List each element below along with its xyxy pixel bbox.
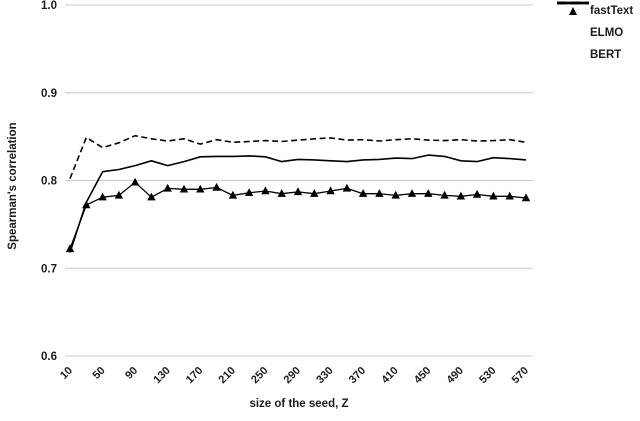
legend-label: fastText: [590, 5, 634, 17]
legend-label: BERT: [590, 49, 622, 61]
legend: fastText ELMO BERT: [556, 0, 640, 66]
x-tick-label: 210: [217, 365, 238, 386]
y-tick-label: 0.6: [41, 351, 57, 363]
x-tick-label: 530: [477, 365, 498, 386]
legend-item-bert: BERT: [556, 1, 640, 66]
y-tick-label: 0.7: [41, 263, 57, 275]
x-tick-label: 490: [445, 365, 466, 386]
x-tick-label: 10: [58, 365, 75, 382]
x-tick-label: 410: [379, 365, 400, 386]
y-tick-label: 1.0: [41, 0, 57, 12]
x-axis-title: size of the seed, Z: [249, 398, 349, 410]
x-tick-label: 370: [347, 365, 368, 386]
x-tick-label: 90: [123, 365, 140, 382]
legend-label: ELMO: [590, 27, 624, 39]
legend-item-fasttext: fastText: [556, 0, 640, 22]
x-tick-label: 130: [151, 365, 172, 386]
x-tick-label: 570: [510, 365, 531, 386]
legend-item-elmo: ELMO: [556, 1, 640, 44]
x-tick-label: 330: [314, 365, 335, 386]
series-markers-fasttext: [65, 177, 531, 253]
y-axis-title: Spearman's correlation: [7, 122, 19, 250]
y-tick-label: 0.9: [41, 88, 57, 100]
x-tick-label: 250: [249, 365, 270, 386]
fasttext-triangle-marker-icon: [556, 7, 590, 15]
series-line-bert: [69, 154, 527, 253]
x-tick-label: 290: [282, 365, 303, 386]
x-tick-label: 450: [412, 365, 433, 386]
y-tick-label: 0.8: [41, 176, 58, 188]
x-tick-label: 170: [184, 365, 205, 386]
series-line-elmo: [69, 134, 527, 179]
x-tick-label: 50: [91, 365, 108, 382]
